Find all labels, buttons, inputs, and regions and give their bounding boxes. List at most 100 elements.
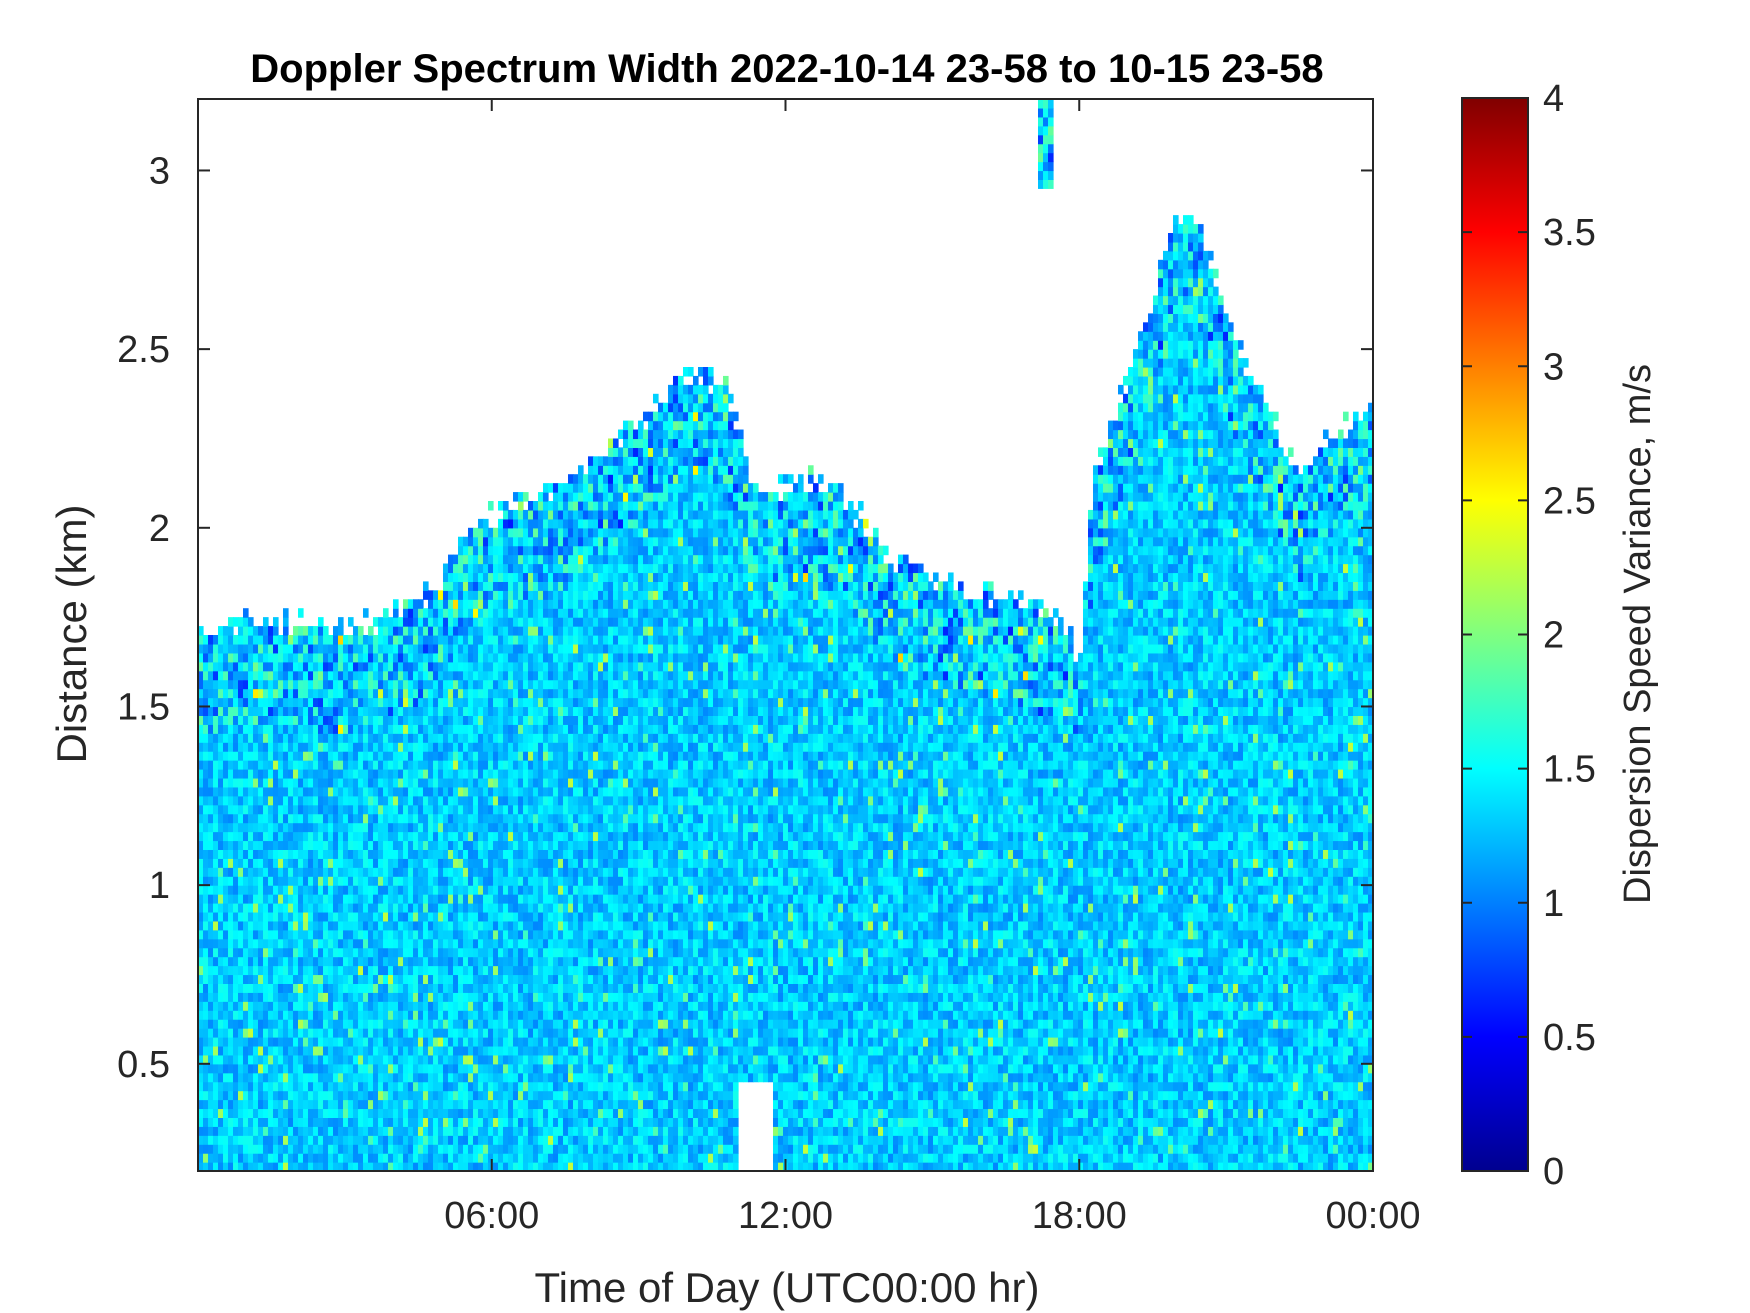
heatmap-cell: [473, 786, 479, 797]
heatmap-cell: [543, 777, 549, 788]
heatmap-cell: [313, 661, 319, 672]
heatmap-cell: [423, 795, 429, 806]
heatmap-cell: [393, 1081, 399, 1092]
heatmap-cell: [443, 563, 449, 574]
heatmap-cell: [523, 608, 529, 618]
heatmap-cell: [203, 867, 209, 877]
heatmap-cell: [283, 706, 289, 716]
heatmap-cell: [313, 1162, 319, 1172]
heatmap-cell: [203, 974, 209, 984]
heatmap-cell: [228, 769, 234, 779]
heatmap-cell: [488, 903, 494, 913]
heatmap-cell: [463, 831, 469, 842]
heatmap-cell: [293, 1108, 299, 1118]
heatmap-cell: [323, 679, 329, 690]
heatmap-cell: [543, 1144, 549, 1154]
heatmap-cell: [498, 858, 504, 868]
heatmap-cell: [483, 518, 489, 529]
heatmap-cell: [458, 894, 464, 904]
heatmap-cell: [538, 751, 544, 761]
heatmap-cell: [318, 1081, 324, 1092]
heatmap-cell: [308, 661, 314, 672]
heatmap-cell: [538, 1099, 544, 1110]
heatmap-cell: [348, 831, 354, 842]
heatmap-cell: [528, 751, 534, 761]
heatmap-cell: [558, 1063, 564, 1074]
heatmap-cell: [278, 661, 284, 672]
heatmap-cell: [523, 911, 529, 922]
heatmap-cell: [513, 733, 519, 743]
heatmap-cell: [448, 751, 454, 761]
heatmap-cell: [473, 661, 479, 672]
heatmap-cell: [218, 894, 224, 904]
heatmap-cell: [323, 715, 329, 725]
heatmap-cell: [433, 840, 439, 850]
heatmap-cell: [268, 894, 274, 904]
heatmap-cell: [363, 724, 369, 734]
heatmap-cell: [458, 840, 464, 850]
heatmap-cell: [483, 849, 489, 859]
heatmap-cell: [408, 822, 414, 833]
heatmap-cell: [443, 1028, 449, 1038]
heatmap-cell: [538, 715, 544, 725]
heatmap-cell: [413, 679, 419, 690]
heatmap-cell: [473, 956, 479, 967]
heatmap-cell: [443, 920, 449, 931]
heatmap-cell: [528, 1081, 534, 1092]
heatmap-cell: [218, 626, 224, 636]
heatmap-cell: [208, 894, 214, 904]
heatmap-cell: [413, 1135, 419, 1145]
heatmap-cell: [523, 1099, 529, 1110]
heatmap-cell: [318, 1072, 324, 1083]
heatmap-cell: [548, 599, 554, 609]
heatmap-cell: [498, 929, 504, 940]
heatmap-cell: [468, 608, 474, 618]
heatmap-cell: [258, 920, 264, 931]
heatmap-cell: [478, 733, 484, 743]
heatmap-cell: [553, 992, 559, 1002]
heatmap-cell: [458, 1019, 464, 1029]
heatmap-cell: [233, 652, 239, 663]
heatmap-cell: [453, 974, 459, 984]
heatmap-cell: [538, 1019, 544, 1029]
heatmap-cell: [483, 643, 489, 654]
heatmap-cell: [333, 760, 339, 770]
heatmap-cell: [553, 1099, 559, 1110]
heatmap-cell: [248, 786, 254, 797]
heatmap-cell: [533, 581, 539, 591]
heatmap-cell: [468, 742, 474, 752]
heatmap-cell: [478, 572, 484, 582]
heatmap-cell: [453, 876, 459, 886]
heatmap-cell: [468, 822, 474, 833]
heatmap-cell: [423, 1162, 429, 1172]
heatmap-cell: [483, 867, 489, 877]
heatmap-cell: [278, 1117, 284, 1127]
heatmap-cell: [568, 679, 574, 690]
heatmap-cell: [268, 1010, 274, 1020]
heatmap-cell: [383, 751, 389, 761]
heatmap-cell: [503, 786, 509, 797]
heatmap-cell: [573, 885, 579, 895]
heatmap-cell: [493, 1090, 499, 1101]
heatmap-cell: [213, 777, 219, 788]
heatmap-cell: [498, 581, 504, 591]
heatmap-cell: [318, 1135, 324, 1145]
heatmap-cell: [303, 760, 309, 770]
heatmap-cell: [223, 894, 229, 904]
heatmap-cell: [293, 1063, 299, 1074]
heatmap-cell: [523, 938, 529, 949]
heatmap-cell: [248, 706, 254, 716]
heatmap-cell: [353, 688, 359, 699]
heatmap-cell: [498, 795, 504, 806]
heatmap-cell: [408, 599, 414, 609]
heatmap-cell: [338, 706, 344, 716]
heatmap-cell: [503, 536, 509, 547]
heatmap-cell: [293, 1010, 299, 1020]
heatmap-cell: [388, 1054, 394, 1065]
heatmap-cell: [453, 652, 459, 663]
heatmap-cell: [328, 1108, 334, 1118]
heatmap-cell: [268, 867, 274, 877]
heatmap-cell: [558, 992, 564, 1002]
heatmap-cell: [563, 501, 569, 511]
heatmap-cell: [398, 965, 404, 976]
